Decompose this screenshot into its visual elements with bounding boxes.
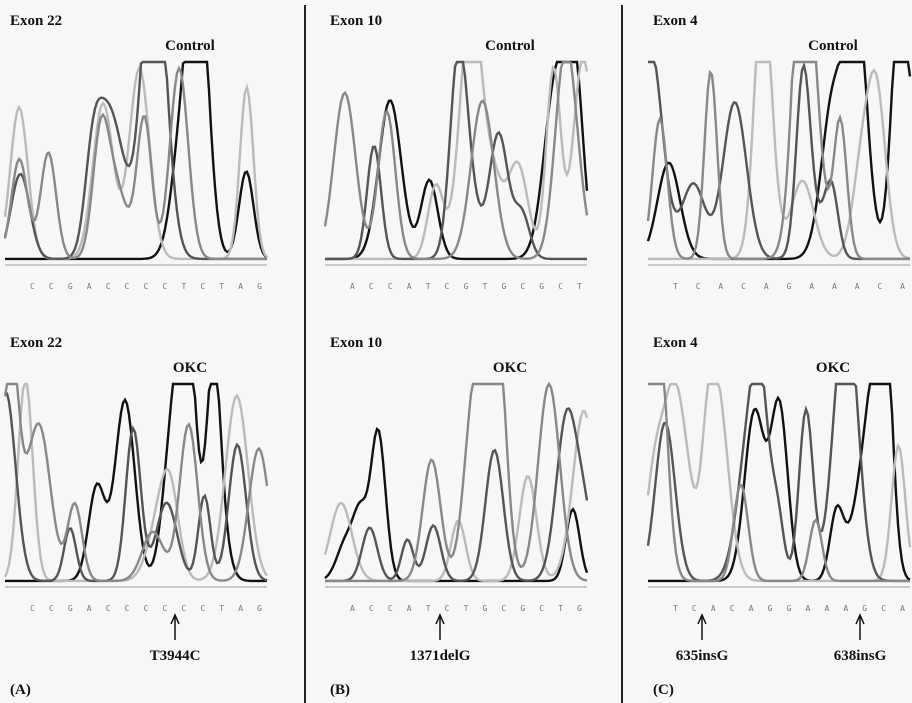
sample-label: Control: [485, 38, 535, 54]
mutation-label: 1371delG: [410, 648, 471, 664]
trace: [325, 60, 587, 261]
exon-label: Exon 10: [330, 335, 382, 351]
trace: [646, 60, 910, 261]
panel-letter: (B): [330, 682, 350, 698]
trace: [323, 60, 589, 261]
trace: [323, 409, 589, 583]
exon-label: Exon 22: [10, 13, 62, 29]
arrow-head: [855, 613, 865, 625]
exon-label: Exon 4: [653, 335, 698, 351]
trace: [325, 407, 589, 583]
sequence: A C C A T C T G C G C T G: [350, 604, 582, 613]
trace: [325, 60, 589, 261]
sequence: C C G A C C C C C C T A G: [30, 604, 262, 613]
arrow-head: [697, 613, 707, 625]
exon-label: Exon 22: [10, 335, 62, 351]
sample-label: OKC: [493, 360, 527, 376]
trace: [648, 382, 910, 583]
exon-label: Exon 10: [330, 13, 382, 29]
mutation-label: 635insG: [676, 648, 729, 664]
sample-label: Control: [808, 38, 858, 54]
trace: [646, 382, 910, 583]
sample-label: OKC: [173, 360, 207, 376]
mutation-label: 638insG: [834, 648, 887, 664]
mutation-label: T3944C: [150, 648, 201, 664]
trace: [648, 60, 911, 261]
sample-label: OKC: [816, 360, 850, 376]
trace: [3, 65, 267, 261]
sequence: C C G A C C C C T C T A G: [30, 282, 262, 291]
sequence: A C C A T C G T G C G C T: [350, 282, 582, 291]
sequence: T C A C A G A A A C A: [673, 282, 905, 291]
trace: [4, 391, 268, 583]
trace: [325, 60, 589, 261]
trace: [3, 382, 269, 583]
exon-label: Exon 4: [653, 13, 698, 29]
trace: [325, 381, 588, 583]
sample-label: Control: [165, 38, 215, 54]
panel-letter: (C): [653, 682, 674, 698]
arrow-head: [435, 613, 445, 625]
trace: [3, 382, 268, 583]
sequence: T C A C A G G A A A G C A: [673, 604, 905, 613]
panel-letter: (A): [10, 682, 31, 698]
arrow-head: [170, 613, 180, 625]
